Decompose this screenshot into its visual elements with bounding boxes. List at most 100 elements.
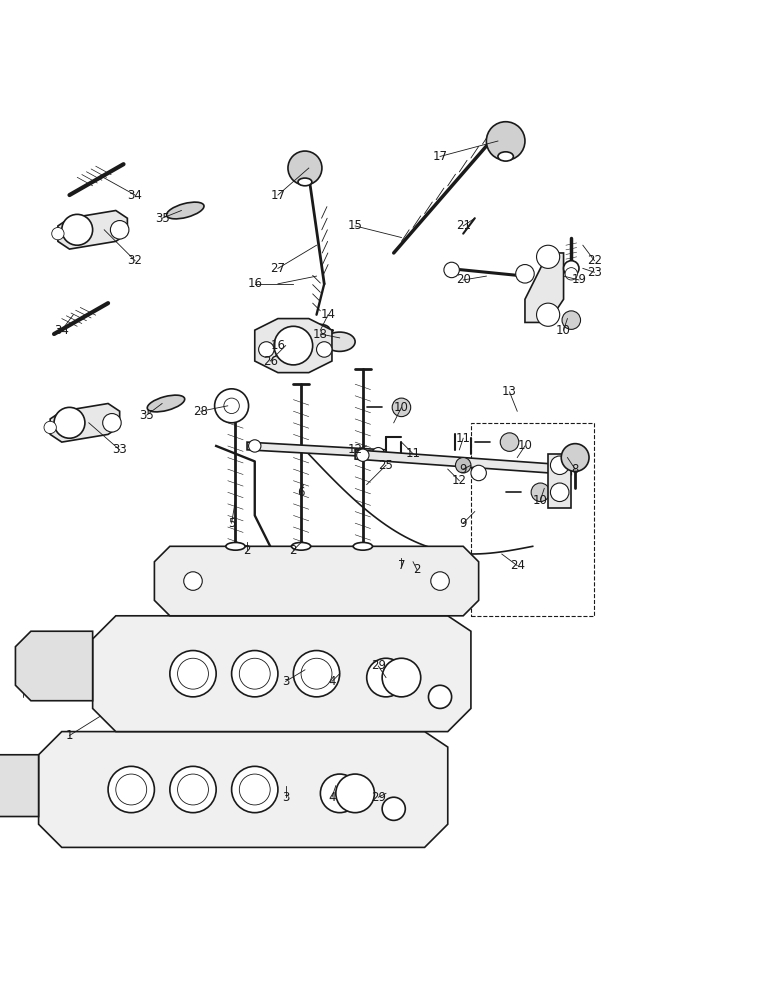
Text: 12: 12 [347,443,363,456]
Circle shape [336,774,374,813]
Circle shape [232,766,278,813]
Circle shape [382,658,421,697]
Text: 10: 10 [556,324,571,337]
Text: 7: 7 [398,559,405,572]
Text: 1: 1 [66,729,73,742]
Text: 3: 3 [282,675,290,688]
Text: 25: 25 [378,459,394,472]
Text: 12: 12 [452,474,467,487]
Circle shape [486,122,525,160]
Text: 17: 17 [432,150,448,163]
Text: 4: 4 [328,675,336,688]
Text: 10: 10 [533,493,548,506]
Circle shape [431,572,449,590]
Text: 13: 13 [502,385,517,398]
Text: 3: 3 [282,791,290,804]
Circle shape [110,221,129,239]
Text: 4: 4 [328,791,336,804]
Text: 34: 34 [127,189,143,202]
Circle shape [178,658,208,689]
Circle shape [178,774,208,805]
Text: 34: 34 [54,324,69,337]
Circle shape [184,572,202,590]
Circle shape [531,483,550,502]
Text: 27: 27 [270,262,286,275]
Text: 14: 14 [320,308,336,321]
Text: 29: 29 [371,791,386,804]
Text: 2: 2 [290,544,297,557]
Text: 9: 9 [459,517,467,530]
Polygon shape [154,546,479,616]
Text: 6: 6 [297,486,305,499]
Text: 10: 10 [394,401,409,414]
Circle shape [249,440,261,452]
Polygon shape [247,442,386,458]
Circle shape [516,265,534,283]
Text: 15: 15 [347,219,363,232]
Polygon shape [50,403,120,442]
Circle shape [54,407,85,438]
Circle shape [239,774,270,805]
Text: 23: 23 [587,266,602,279]
Text: 5: 5 [228,517,235,530]
Circle shape [239,658,270,689]
Text: 24: 24 [510,559,525,572]
Circle shape [224,398,239,414]
Bar [471,423,594,616]
Circle shape [52,227,64,240]
Polygon shape [39,732,448,847]
Polygon shape [93,616,471,732]
Circle shape [215,389,249,423]
Text: 8: 8 [571,463,579,476]
Text: 16: 16 [247,277,262,290]
Circle shape [557,464,570,477]
Circle shape [372,448,384,460]
Circle shape [320,774,359,813]
Text: 16: 16 [270,339,286,352]
Text: 26: 26 [262,355,278,368]
Text: 29: 29 [371,659,386,672]
Ellipse shape [147,395,185,412]
Circle shape [564,261,579,276]
Circle shape [444,262,459,278]
Text: 32: 32 [127,254,143,267]
Text: 11: 11 [455,432,471,445]
Text: 17: 17 [270,189,286,202]
Circle shape [537,303,560,326]
Circle shape [561,444,589,471]
Circle shape [550,483,569,502]
Circle shape [288,151,322,185]
Text: 9: 9 [459,463,467,476]
Text: 10: 10 [517,439,533,452]
Circle shape [170,651,216,697]
Ellipse shape [310,324,330,336]
Text: 28: 28 [193,405,208,418]
Circle shape [565,268,577,280]
Circle shape [301,658,332,689]
Circle shape [537,245,560,268]
Text: 21: 21 [455,219,471,232]
Text: 19: 19 [571,273,587,286]
Ellipse shape [498,152,513,161]
Ellipse shape [353,542,372,550]
Text: 20: 20 [455,273,471,286]
Ellipse shape [225,542,245,550]
Text: 33: 33 [112,443,127,456]
Circle shape [62,214,93,245]
Circle shape [455,458,471,473]
Text: 2: 2 [243,544,251,557]
Circle shape [500,433,519,451]
Circle shape [170,766,216,813]
Polygon shape [355,450,571,475]
Polygon shape [548,454,571,508]
Ellipse shape [298,178,312,186]
Ellipse shape [324,332,355,351]
Circle shape [392,398,411,417]
Circle shape [562,311,581,329]
Text: 11: 11 [405,447,421,460]
Circle shape [116,774,147,805]
Circle shape [471,465,486,481]
Text: 35: 35 [139,409,154,422]
Circle shape [259,342,274,357]
Text: 18: 18 [313,328,328,341]
